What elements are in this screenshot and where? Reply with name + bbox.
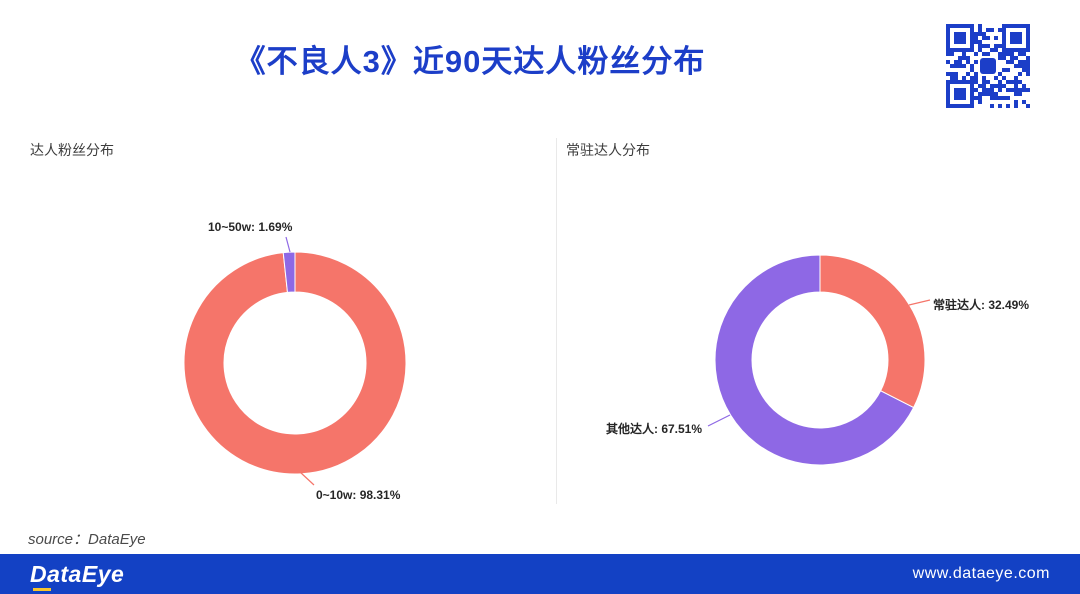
donut-chart-fans (183, 236, 407, 486)
panel-divider (556, 138, 557, 504)
donut-chart-resident (707, 254, 931, 466)
leader-line-0-10w (299, 471, 315, 486)
slice-label-other: 其他达人: 67.51% (606, 422, 703, 436)
donut-slice-常驻达人 (819, 254, 926, 409)
donut-slice-10~50w (282, 251, 296, 293)
qr-code (946, 24, 1030, 108)
slice-label-10-50w: 10~50w: 1.69% (208, 220, 293, 234)
slice-label-resident: 常驻达人: 32.49% (933, 298, 1030, 312)
footer-url: www.dataeye.com (912, 565, 1050, 582)
footer-logo-accent (33, 587, 51, 591)
page-title: 《不良人3》近90天达人粉丝分布 (234, 44, 706, 79)
donut-slice-0~10w (183, 251, 407, 475)
leader-line-10-50w (285, 236, 291, 253)
donut-slice-其他达人 (714, 254, 915, 466)
chart-title-fans: 达人粉丝分布 (30, 142, 114, 158)
leader-line-other (707, 414, 731, 427)
footer-bar: DataEye www.dataeye.com (0, 554, 1080, 594)
footer-logo-text: DataEye (30, 560, 125, 587)
donut-slices (183, 251, 407, 475)
slice-label-0-10w: 0~10w: 98.31% (316, 488, 401, 502)
donut-slices (714, 254, 926, 466)
source-credit: source：DataEye (28, 531, 146, 548)
footer-logo: DataEye (30, 560, 125, 591)
leader-line-resident (908, 299, 931, 306)
chart-title-resident: 常驻达人分布 (566, 142, 650, 158)
